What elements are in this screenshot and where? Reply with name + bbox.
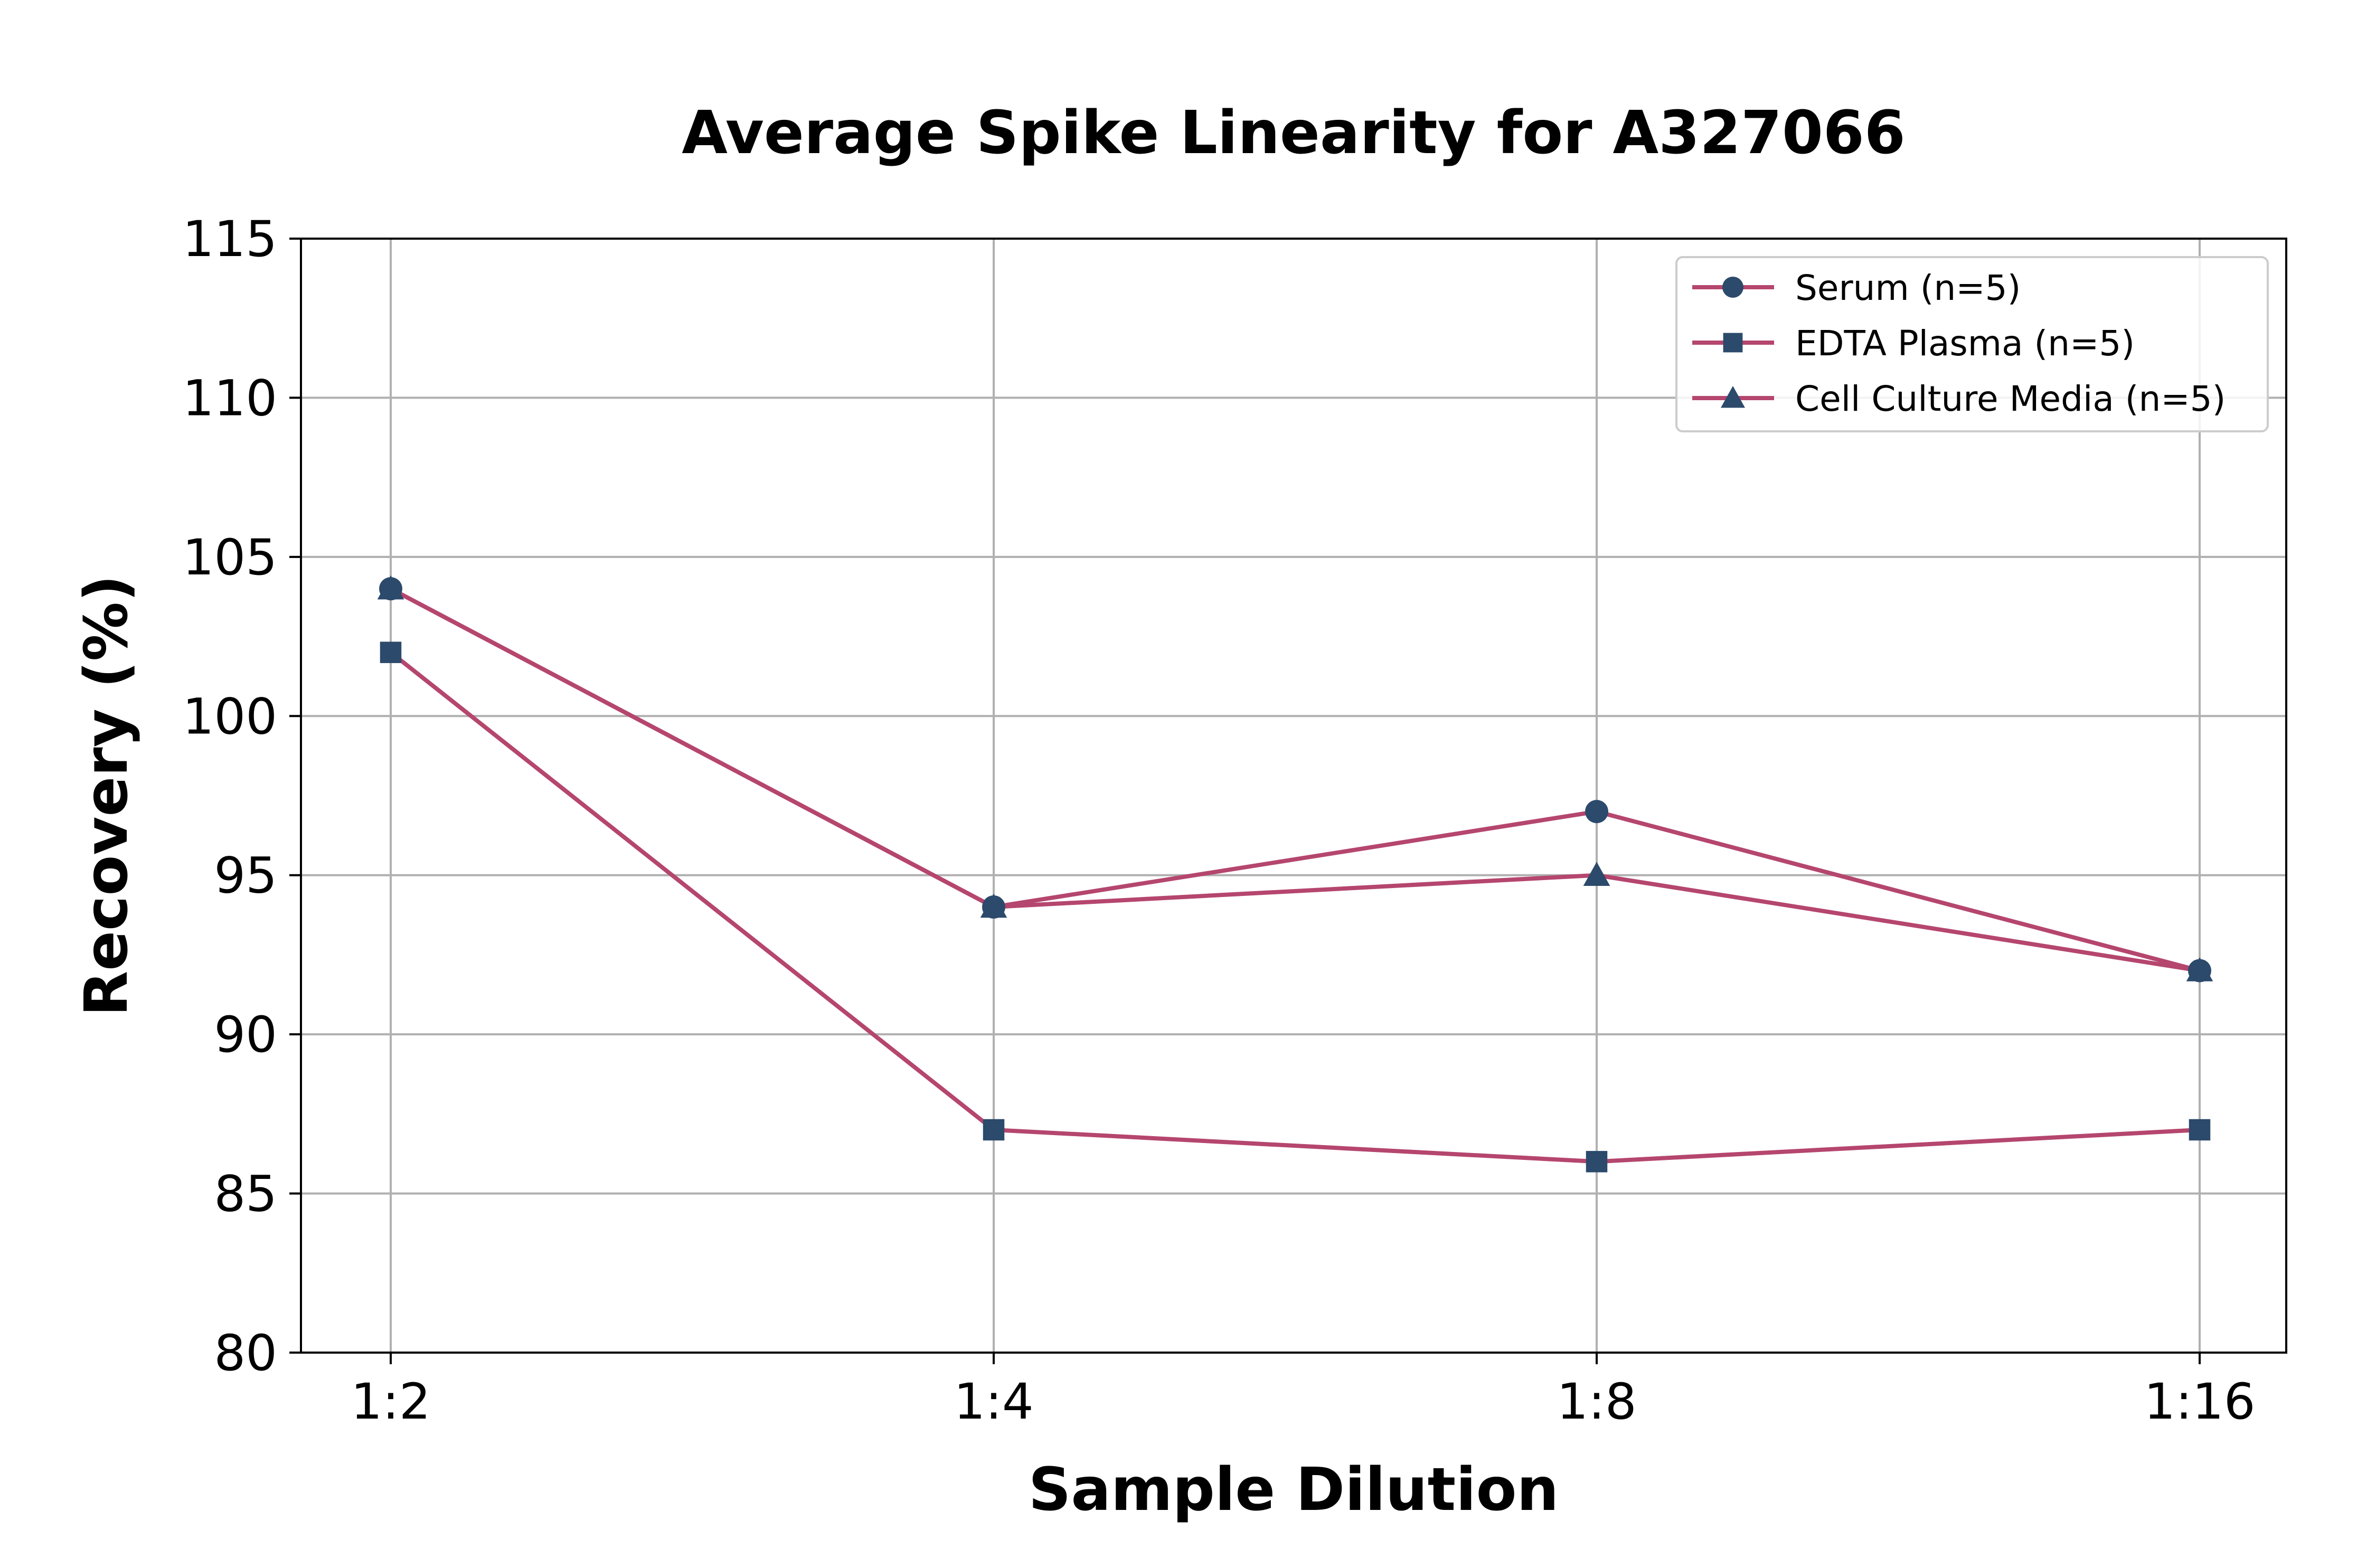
y-tick-label: 80 xyxy=(214,1325,277,1382)
legend-marker-circle xyxy=(1722,277,1743,298)
y-axis-label: Recovery (%) xyxy=(72,575,141,1016)
x-tick-label: 1:4 xyxy=(954,1373,1033,1431)
x-tick-label: 1:8 xyxy=(1557,1373,1636,1431)
data-point-triangle xyxy=(377,575,404,600)
x-tick-label: 1:16 xyxy=(2144,1373,2255,1431)
legend-marker-square xyxy=(1723,333,1743,353)
data-point-square xyxy=(2189,1119,2211,1141)
y-tick-label: 90 xyxy=(214,1006,277,1064)
y-tick-label: 115 xyxy=(183,211,277,268)
y-tick-label: 105 xyxy=(183,529,277,587)
legend: Serum (n=5) EDTA Plasma (n=5) Cell Culture… xyxy=(1675,256,2269,432)
x-axis-label: Sample Dilution xyxy=(1029,1456,1559,1524)
y-tick-label: 100 xyxy=(183,688,277,745)
data-point-square xyxy=(380,641,402,663)
legend-entry-label: Serum (n=5) xyxy=(1795,268,2021,308)
series-layer xyxy=(377,575,2213,1173)
data-point-circle xyxy=(1585,800,1608,824)
y-tick-label: 95 xyxy=(214,847,277,905)
plot-frame xyxy=(300,238,2287,1354)
x-tick-label: 1:2 xyxy=(351,1373,430,1431)
series-line-3 xyxy=(390,587,2200,973)
y-tick-label: 110 xyxy=(183,370,277,427)
chart-title: Average Spike Linearity for A327066 xyxy=(682,99,1906,167)
data-point-triangle xyxy=(1583,862,1610,886)
series-line-2 xyxy=(389,650,2200,1164)
legend-entry-label: Cell Culture Media (n=5) xyxy=(1795,379,2226,419)
legend-box xyxy=(1675,256,2269,432)
legend-entry-label: EDTA Plasma (n=5) xyxy=(1795,323,2135,364)
data-point-triangle xyxy=(980,893,1007,918)
tick-layer: 1:2 1:4 1:8 1:16 80 85 90 95 100 105 110 115 xyxy=(183,211,2256,1431)
legend-marker-triangle xyxy=(1721,386,1745,408)
y-tick-label: 85 xyxy=(214,1166,277,1223)
data-point-square xyxy=(1586,1151,1608,1173)
data-point-triangle xyxy=(2186,957,2213,981)
series-line-1 xyxy=(390,587,2201,973)
data-point-square xyxy=(983,1119,1005,1141)
